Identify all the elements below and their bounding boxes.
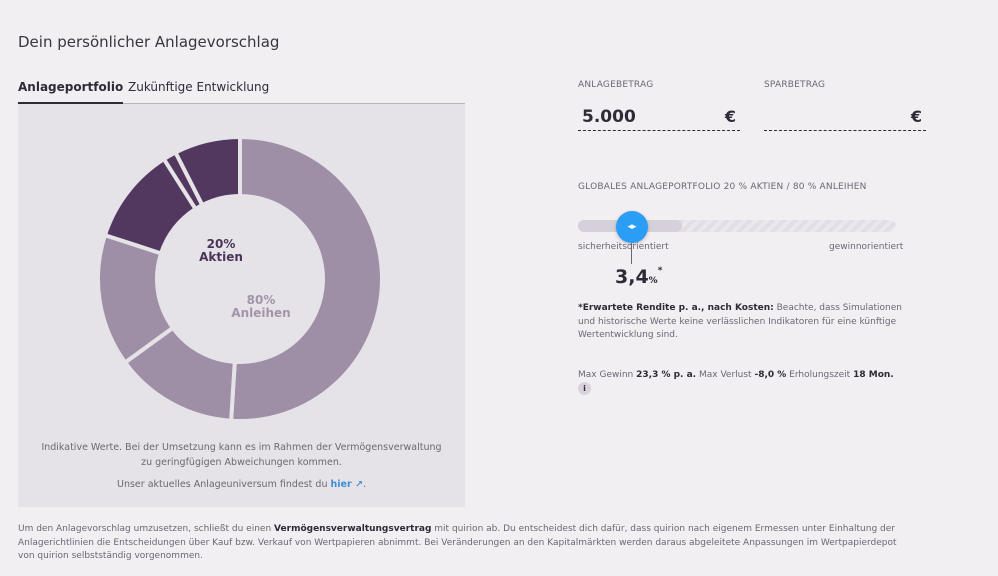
expected-return: 3,4%*: [615, 266, 662, 288]
portfolio-heading: GLOBALES ANLAGEPORTFOLIO 20 % AKTIEN / 8…: [578, 182, 867, 192]
risk-slider-handle[interactable]: ◂▸: [616, 211, 648, 243]
risk-stats: Max Gewinn 23,3 % p. a. Max Verlust -8,0…: [578, 370, 894, 380]
chart-note: Indikative Werte. Bei der Umsetzung kann…: [41, 442, 442, 468]
tab-zukuenftige-entwicklung[interactable]: Zukünftige Entwicklung: [128, 80, 270, 94]
footer-part1: Um den Anlagevorschlag umzusetzen, schli…: [18, 524, 272, 534]
universe-link-label: hier: [330, 479, 352, 490]
universe-text: Unser aktuelles Anlageuniversum findest …: [117, 479, 328, 490]
donut-chart: [96, 134, 384, 423]
erholungszeit-label: Erholungszeit: [789, 370, 851, 380]
chart-panel: 20% Aktien 80% Anleihen Indikative Werte…: [18, 104, 465, 507]
aktien-label: 20% Aktien: [186, 238, 256, 264]
max-verlust-value: -8,0 %: [754, 370, 787, 380]
anlagebetrag-field: ANLAGEBETRAG 5.000 €: [578, 80, 740, 131]
max-gewinn-label: Max Gewinn: [578, 370, 634, 380]
slider-indicator-line: [631, 243, 632, 264]
page-title: Dein persönlicher Anlagevorschlag: [18, 33, 280, 51]
sparbetrag-input[interactable]: €: [764, 103, 926, 131]
euro-symbol: €: [910, 107, 922, 126]
sparbetrag-field: SPARBETRAG €: [764, 80, 926, 131]
anlagebetrag-label: ANLAGEBETRAG: [578, 80, 654, 90]
expected-return-footnote: *: [657, 266, 663, 276]
anleihen-percent: 80%: [246, 293, 276, 307]
universe-line: Unser aktuelles Anlageuniversum findest …: [117, 479, 366, 490]
anlagebetrag-value[interactable]: 5.000: [582, 106, 636, 127]
slider-max-label: gewinnorientiert: [829, 242, 904, 252]
disclaimer-text: Beachte, dass Simulationen und historisc…: [578, 303, 902, 340]
external-link-icon: ↗: [354, 479, 363, 490]
expected-return-value: 3,4: [615, 266, 649, 288]
aktien-text: Aktien: [199, 250, 243, 264]
return-disclaimer: *Erwartete Rendite p. a., nach Kosten: B…: [578, 302, 908, 343]
expected-return-unit: %: [648, 276, 658, 286]
donut-segment-aktien: [172, 134, 242, 208]
euro-symbol: €: [724, 107, 736, 126]
anleihen-label: 80% Anleihen: [226, 294, 296, 320]
sparbetrag-label: SPARBETRAG: [764, 80, 826, 90]
universe-link[interactable]: hier ↗: [331, 479, 363, 490]
drag-arrows-icon: ◂▸: [627, 222, 637, 232]
erholungszeit-value: 18 Mon.: [853, 370, 894, 380]
tab-bar: Anlageportfolio Zukünftige Entwicklung: [18, 80, 465, 104]
max-gewinn-value: 23,3 % p. a.: [636, 370, 697, 380]
anleihen-text: Anleihen: [231, 306, 291, 320]
aktien-percent: 20%: [206, 237, 236, 251]
max-verlust-label: Max Verlust: [698, 370, 752, 380]
anlagebetrag-input[interactable]: 5.000 €: [578, 103, 740, 131]
disclaimer-bold: *Erwartete Rendite p. a., nach Kosten:: [578, 303, 774, 313]
tab-anlageportfolio[interactable]: Anlageportfolio: [18, 80, 124, 104]
slider-min-label: sicherheitsorientiert: [578, 242, 669, 252]
footer-bold: Vermögensverwaltungsvertrag: [274, 524, 432, 534]
donut-segment-anleihen: [228, 134, 384, 423]
info-icon[interactable]: i: [578, 382, 591, 395]
footer-text: Um den Anlagevorschlag umzusetzen, schli…: [18, 523, 898, 564]
footer-part2: mit quirion ab. Du entscheidest dich daf…: [18, 524, 897, 561]
